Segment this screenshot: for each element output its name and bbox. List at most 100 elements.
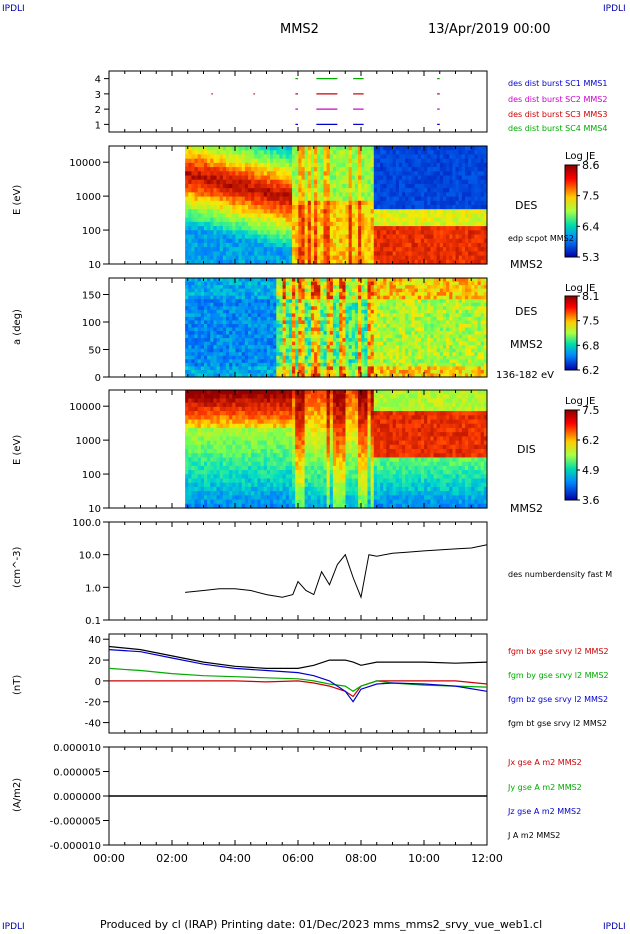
spectro-cell xyxy=(373,259,378,265)
spectro-cell xyxy=(474,234,479,240)
spectro-cell xyxy=(238,213,243,219)
spectro-cell xyxy=(367,221,372,227)
spectro-cell xyxy=(235,226,240,231)
spectro-cell xyxy=(194,255,199,261)
spectro-cell xyxy=(389,188,394,193)
spectro-cell xyxy=(439,175,444,181)
spectro-cell xyxy=(468,251,472,257)
spectro-cell xyxy=(244,230,249,236)
spectro-cell xyxy=(420,285,425,290)
spectro-cell xyxy=(464,259,469,265)
spectro-cell xyxy=(464,221,469,227)
spectro-cell xyxy=(194,288,199,293)
spectro-cell xyxy=(288,226,293,231)
spectro-cell xyxy=(411,285,416,290)
spectro-cell xyxy=(207,230,211,236)
spectro-cell xyxy=(383,221,387,227)
spectro-cell xyxy=(364,323,369,329)
spectro-cell xyxy=(402,331,406,336)
spectro-cell xyxy=(317,209,321,215)
spectro-cell xyxy=(185,183,189,189)
spectro-cell xyxy=(395,313,400,318)
spectro-cell xyxy=(348,179,353,185)
spectro-cell xyxy=(191,366,196,371)
spectro-cell xyxy=(345,288,350,293)
spectro-cell xyxy=(408,327,413,332)
spectro-cell xyxy=(197,247,202,252)
spectro-cell xyxy=(323,338,328,343)
spectro-cell xyxy=(279,355,284,360)
spectro-cell xyxy=(216,230,221,236)
spectro-cell xyxy=(320,154,325,160)
spectro-cell xyxy=(439,259,444,265)
spectro-cell xyxy=(345,213,350,219)
spectro-cell xyxy=(288,352,293,357)
spectro-cell xyxy=(336,209,340,215)
spectro-cell xyxy=(417,150,422,156)
spectro-cell xyxy=(244,352,249,357)
spectro-cell xyxy=(263,192,268,198)
spectro-cell xyxy=(276,309,281,314)
spectro-cell xyxy=(348,292,353,297)
spectro-cell xyxy=(273,355,277,360)
spectro-cell xyxy=(282,348,287,353)
spectro-cell xyxy=(405,323,409,329)
spectro-cell xyxy=(339,366,343,371)
spectro-cell xyxy=(436,255,441,261)
spectro-cell xyxy=(417,345,422,350)
spectro-cell xyxy=(373,200,378,206)
spectro-cell xyxy=(282,355,287,360)
spectro-cell xyxy=(194,251,199,257)
spectro-cell xyxy=(336,309,340,314)
spectro-cell xyxy=(270,295,274,300)
spectro-cell xyxy=(210,334,215,339)
spectro-cell xyxy=(213,309,218,314)
spectro-cell xyxy=(194,320,199,325)
spectro-cell xyxy=(254,373,259,378)
spectro-cell xyxy=(310,217,315,223)
spectro-cell xyxy=(203,327,208,332)
spectro-cell xyxy=(188,217,193,223)
spectro-cell xyxy=(405,213,409,219)
spectro-cell xyxy=(405,341,409,346)
spectro-cell xyxy=(248,313,252,318)
spectro-cell xyxy=(345,348,350,353)
spectro-cell xyxy=(392,238,397,244)
spectro-cell xyxy=(408,234,413,240)
spectro-cell xyxy=(380,183,384,189)
spectro-cell xyxy=(348,281,353,286)
spectro-cell xyxy=(188,213,193,219)
spectro-cell xyxy=(222,373,227,378)
spectro-cell xyxy=(310,167,315,172)
spectro-cell xyxy=(367,331,372,336)
spectro-cell xyxy=(248,278,252,283)
spectro-cell xyxy=(307,175,312,181)
spectro-cell xyxy=(474,230,479,236)
spectro-cell xyxy=(232,345,237,350)
spectro-cell xyxy=(420,309,425,314)
spectro-cell xyxy=(200,345,205,350)
spectro-cell xyxy=(326,292,331,297)
spectro-cell xyxy=(446,213,450,219)
spectro-cell xyxy=(442,234,447,240)
spectro-cell xyxy=(386,285,391,290)
spectro-cell xyxy=(260,345,265,350)
spectro-cell xyxy=(232,316,237,322)
spectro-cell xyxy=(188,221,193,227)
spectro-cell xyxy=(241,323,246,329)
spectro-cell xyxy=(257,299,262,304)
spectro-cell xyxy=(310,316,315,322)
spectro-cell xyxy=(203,217,208,223)
spectro-cell xyxy=(351,373,356,378)
spectro-cell xyxy=(320,295,325,300)
spectro-cell xyxy=(420,281,425,286)
spectro-cell xyxy=(402,278,406,283)
spectro-cell xyxy=(238,242,243,248)
spectro-cell xyxy=(244,247,249,252)
spectro-cell xyxy=(354,200,359,206)
spectro-cell xyxy=(301,226,306,231)
spectro-cell xyxy=(241,234,246,240)
spectro-cell xyxy=(389,154,394,160)
spectro-cell xyxy=(248,179,252,185)
spectro-cell xyxy=(210,362,215,367)
